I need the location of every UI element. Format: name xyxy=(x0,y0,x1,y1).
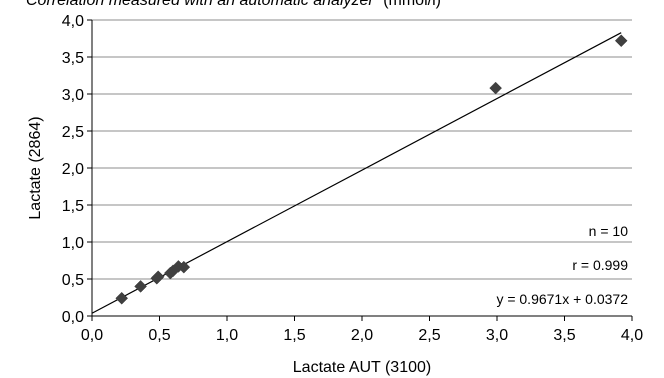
y-tick-label: 2,0 xyxy=(62,161,84,178)
annotation-text: y = 0.9671x + 0.0372 xyxy=(496,291,628,307)
data-point xyxy=(115,291,129,305)
data-point xyxy=(151,270,165,284)
x-tick-label: 3,5 xyxy=(553,327,575,344)
axes xyxy=(87,19,633,321)
data-point xyxy=(177,260,191,274)
x-tick-label: 0,0 xyxy=(81,327,103,344)
x-tick-label: 2,5 xyxy=(418,327,440,344)
y-axis-title: Lactate (2864) xyxy=(27,116,44,219)
x-tick-label: 4,0 xyxy=(621,327,643,344)
y-tick-label: 1,5 xyxy=(62,198,84,215)
data-point xyxy=(134,280,147,293)
x-tick-label: 0,5 xyxy=(148,327,170,344)
chart-title-units: (mmol/l) xyxy=(383,0,441,9)
annotation-text: r = 0.999 xyxy=(572,257,628,273)
x-tick-label: 1,5 xyxy=(283,327,305,344)
y-tick-label: 1,0 xyxy=(62,235,84,252)
y-tick-label: 0,0 xyxy=(62,309,84,326)
chart-title-main: Correlation measured with an automatic a… xyxy=(26,0,374,9)
data-points xyxy=(115,34,628,305)
x-tick-label: 3,0 xyxy=(486,327,508,344)
x-axis-title: Lactate AUT (3100) xyxy=(293,359,431,376)
x-tick-label: 2,0 xyxy=(351,327,373,344)
y-tick-label: 3,5 xyxy=(62,50,84,67)
y-tick-label: 4,0 xyxy=(62,13,84,30)
annotation-text: n = 10 xyxy=(589,223,629,239)
gridlines xyxy=(92,19,632,280)
data-point xyxy=(614,34,628,48)
y-tick-label: 3,0 xyxy=(62,87,84,104)
data-point xyxy=(489,81,503,95)
y-tick-label: 2,5 xyxy=(62,124,84,141)
annotations: n = 10 r = 0.999 y = 0.9671x + 0.0372 xyxy=(496,223,628,307)
x-tick-label: 1,0 xyxy=(216,327,238,344)
tick-labels: 0,0 0,5 1,0 1,5 2,0 2,5 3,0 3,5 4,0 0,0 0,5 1,0 1,5 2… xyxy=(62,13,643,344)
y-tick-label: 0,5 xyxy=(62,272,84,289)
chart-title: Correlation measured with an automatic a… xyxy=(26,0,441,9)
